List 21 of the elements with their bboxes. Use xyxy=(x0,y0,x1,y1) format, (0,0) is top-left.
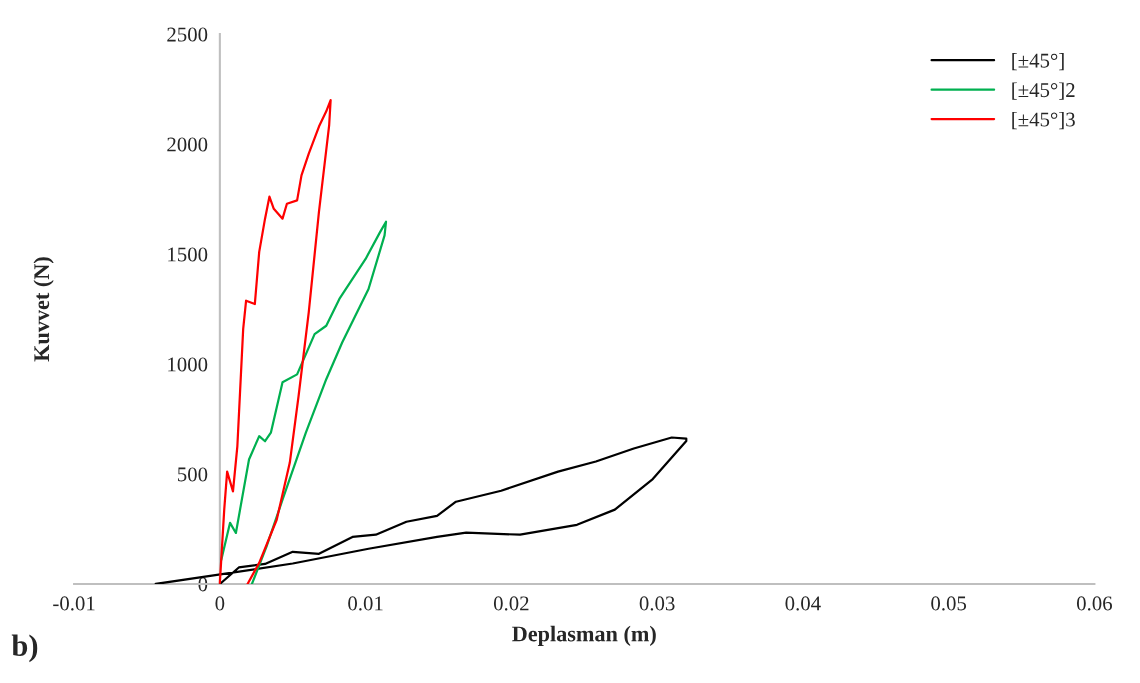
y-tick-label: 1000 xyxy=(168,357,208,372)
x-tick-label: 0.03 xyxy=(639,596,675,611)
y-tick-label: 1500 xyxy=(168,247,208,262)
legend-label: [±45°] xyxy=(1012,53,1064,71)
y-axis-title: Kuvvet (N) xyxy=(33,257,54,362)
x-axis-title: Deplasman (m) xyxy=(512,625,656,646)
x-tick-label: 0.02 xyxy=(493,596,529,611)
x-tick-label: 0.04 xyxy=(785,596,821,611)
y-tick-label: 500 xyxy=(178,467,208,482)
line-series xyxy=(220,220,388,584)
text: b) xyxy=(11,634,38,663)
legend-label: [±45°]2 xyxy=(1012,82,1075,100)
x-tick-label: 0.01 xyxy=(348,596,383,611)
line-series xyxy=(218,99,332,584)
x-tick-label: 0 xyxy=(215,596,225,611)
x-tick-label: 0.05 xyxy=(931,596,967,611)
y-tick-label: 2500 xyxy=(167,27,208,42)
legend-label: [±45°]3 xyxy=(1012,111,1075,130)
x-tick-label: -0.01 xyxy=(53,596,95,611)
x-tick-label: 0.06 xyxy=(1076,596,1113,611)
y-tick-label: 2000 xyxy=(167,137,208,152)
